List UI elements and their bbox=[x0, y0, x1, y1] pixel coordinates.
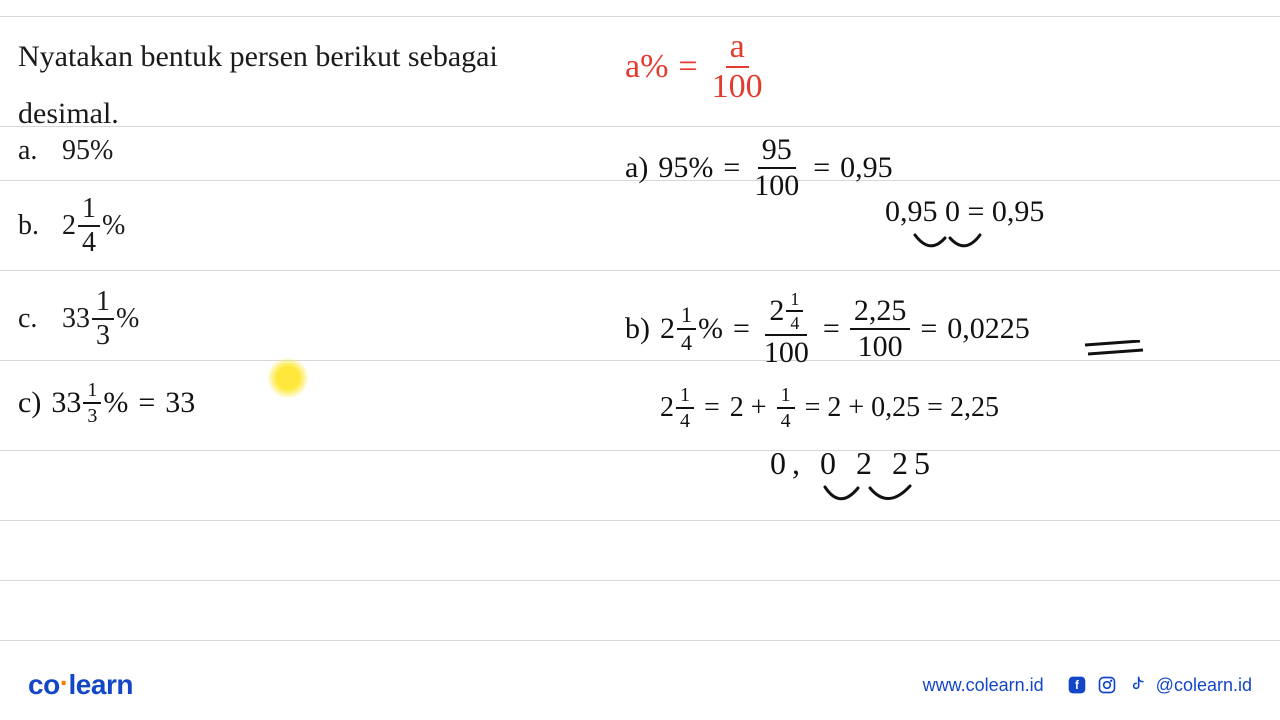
footer: co·learn www.colearn.id f @colearn.id bbox=[0, 650, 1280, 720]
option-a-value: 95% bbox=[62, 135, 113, 167]
formula-percent: a% = a 100 bbox=[625, 30, 767, 104]
footer-url: www.colearn.id bbox=[923, 675, 1044, 696]
option-c: c. 33 1 3 % bbox=[18, 288, 139, 350]
tiktok-icon bbox=[1126, 674, 1148, 696]
work-a-line1: a) 95% = 95 100 = 0,95 bbox=[625, 135, 893, 201]
work-b-line3: 0, 0 2 25 bbox=[770, 445, 936, 482]
double-underline-b bbox=[1080, 340, 1150, 360]
work-b-line1: b) 2 1 4 % = 2 1 4 100 = bbox=[625, 290, 1030, 368]
option-b-label: b. bbox=[18, 210, 44, 242]
work-c: c) 33 1 3 % = 33 bbox=[18, 380, 195, 426]
cursor-highlight bbox=[268, 358, 308, 398]
swoosh-arrows-b bbox=[820, 482, 930, 512]
option-c-value: 33 1 3 % bbox=[62, 288, 139, 350]
work-a-line2: 0,95 0 = 0,95 bbox=[885, 195, 1044, 229]
social-handle: @colearn.id bbox=[1156, 675, 1252, 696]
svg-text:f: f bbox=[1075, 679, 1079, 692]
brand-logo: co·learn bbox=[28, 669, 133, 701]
question-prompt: Nyatakan bentuk persen berikut sebagai d… bbox=[18, 28, 598, 142]
option-b-value: 2 1 4 % bbox=[62, 195, 125, 257]
option-c-label: c. bbox=[18, 303, 44, 335]
social-icons: f @colearn.id bbox=[1066, 674, 1252, 696]
work-b-aux: 2 1 4 = 2 + 1 4 = 2 + 0,25 = 2,25 bbox=[660, 385, 999, 431]
option-a: a. 95% bbox=[18, 135, 113, 167]
option-b: b. 2 1 4 % bbox=[18, 195, 125, 257]
facebook-icon: f bbox=[1066, 674, 1088, 696]
option-a-label: a. bbox=[18, 135, 44, 167]
swoosh-arrows-a bbox=[910, 230, 1000, 258]
instagram-icon bbox=[1096, 674, 1118, 696]
